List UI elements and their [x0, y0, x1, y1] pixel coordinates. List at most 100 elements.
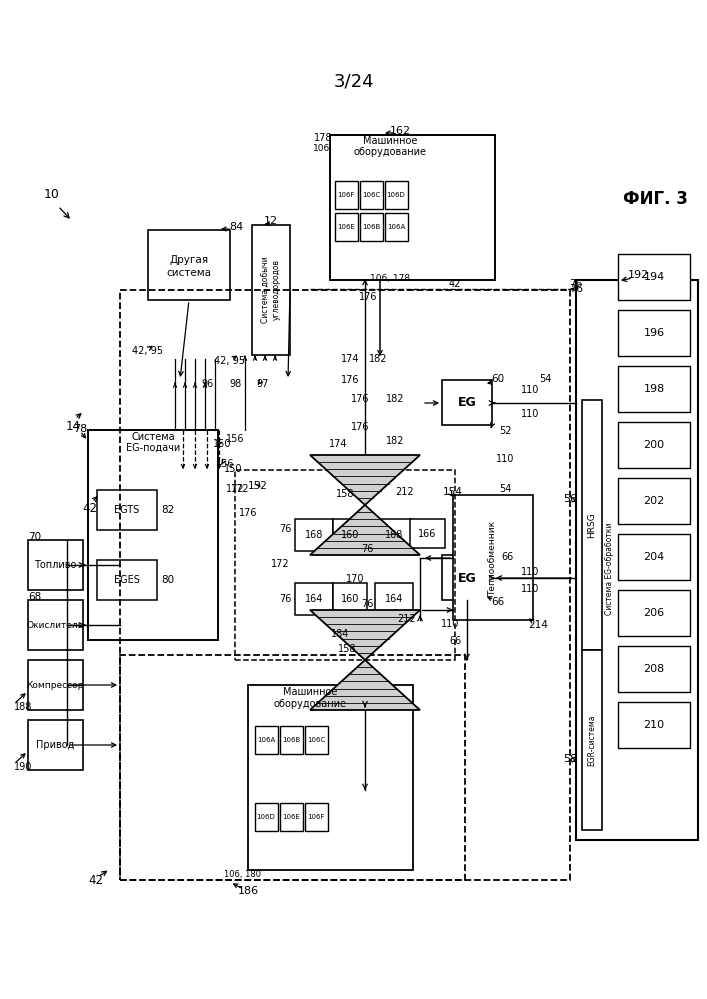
- Text: 106F: 106F: [337, 192, 355, 198]
- Text: EG-подачи: EG-подачи: [126, 443, 180, 453]
- Text: 10: 10: [44, 189, 60, 202]
- Bar: [618, 646, 690, 692]
- Text: 3/24: 3/24: [334, 72, 374, 90]
- Bar: [618, 702, 690, 748]
- Text: 58: 58: [563, 754, 577, 764]
- Text: 70: 70: [28, 532, 41, 542]
- Bar: [280, 726, 303, 754]
- Text: 76: 76: [569, 279, 583, 289]
- Text: 106C: 106C: [362, 192, 380, 198]
- Text: EGR-система: EGR-система: [588, 714, 597, 766]
- Text: 202: 202: [643, 496, 665, 506]
- Bar: [333, 519, 367, 551]
- Bar: [235, 470, 455, 660]
- Bar: [28, 720, 83, 770]
- Bar: [360, 181, 383, 209]
- Text: Машинное: Машинное: [363, 136, 417, 146]
- Text: 204: 204: [643, 552, 665, 562]
- Text: 110: 110: [521, 567, 539, 577]
- Text: 80: 80: [161, 575, 175, 585]
- Text: 176: 176: [351, 422, 369, 432]
- Text: 52: 52: [498, 426, 511, 436]
- Text: 106E: 106E: [282, 814, 300, 820]
- Text: 106, 178: 106, 178: [370, 275, 410, 284]
- Text: 212: 212: [396, 487, 414, 497]
- Text: EGTS: EGTS: [115, 505, 139, 515]
- Text: 194: 194: [643, 272, 665, 282]
- Text: 176: 176: [358, 292, 378, 302]
- Bar: [333, 583, 367, 615]
- Text: 106A: 106A: [387, 224, 405, 230]
- Bar: [576, 280, 698, 840]
- Bar: [330, 135, 495, 280]
- Bar: [88, 430, 218, 640]
- Bar: [255, 803, 278, 831]
- Text: 158: 158: [338, 644, 356, 654]
- Text: 160: 160: [341, 594, 359, 604]
- Text: 76: 76: [361, 544, 373, 554]
- Bar: [28, 540, 83, 590]
- Text: 158: 158: [336, 489, 354, 499]
- Bar: [618, 534, 690, 580]
- Text: 172: 172: [271, 559, 289, 569]
- Text: 98: 98: [229, 379, 241, 389]
- Text: EGES: EGES: [114, 575, 140, 585]
- Polygon shape: [310, 455, 420, 505]
- Text: 110: 110: [521, 385, 539, 395]
- Text: 178: 178: [314, 133, 332, 143]
- Text: 56: 56: [563, 494, 577, 504]
- Text: 164: 164: [385, 594, 403, 604]
- Bar: [618, 254, 690, 300]
- Text: 188: 188: [14, 702, 33, 712]
- Bar: [335, 181, 358, 209]
- Bar: [252, 225, 290, 355]
- Text: Система EG-обработки: Система EG-обработки: [605, 522, 614, 615]
- Text: EG: EG: [457, 571, 477, 584]
- Text: 176: 176: [341, 375, 359, 385]
- Text: 106F: 106F: [308, 814, 325, 820]
- Text: Машинное: Машинное: [283, 687, 337, 697]
- Text: 168: 168: [305, 530, 323, 540]
- Text: 192: 192: [627, 270, 648, 280]
- Text: 14: 14: [66, 421, 81, 434]
- Text: 150: 150: [213, 439, 231, 449]
- Polygon shape: [310, 505, 420, 555]
- Text: 96: 96: [201, 379, 213, 389]
- Text: Компрессор: Компрессор: [26, 680, 83, 689]
- Text: 110: 110: [521, 409, 539, 419]
- Bar: [335, 213, 358, 241]
- Bar: [280, 803, 303, 831]
- Text: 212: 212: [397, 614, 416, 624]
- Text: 66: 66: [449, 636, 461, 646]
- Bar: [453, 495, 533, 620]
- Text: 78: 78: [73, 424, 87, 434]
- Bar: [295, 519, 333, 551]
- Bar: [385, 213, 408, 241]
- Text: 54: 54: [499, 484, 511, 494]
- Text: EG: EG: [457, 397, 477, 410]
- Text: 106D: 106D: [387, 192, 405, 198]
- Text: 152: 152: [248, 481, 268, 491]
- Text: 170: 170: [346, 574, 364, 584]
- Text: 84: 84: [229, 222, 243, 232]
- Bar: [305, 726, 328, 754]
- Bar: [120, 655, 465, 880]
- Text: система: система: [167, 268, 211, 278]
- Polygon shape: [310, 610, 420, 660]
- Text: 182: 182: [386, 394, 404, 404]
- Text: 66: 66: [502, 552, 514, 562]
- Text: 68: 68: [28, 592, 41, 602]
- Bar: [28, 600, 83, 650]
- Text: Топливо: Топливо: [34, 560, 76, 570]
- Bar: [305, 803, 328, 831]
- Polygon shape: [310, 660, 420, 710]
- Bar: [295, 583, 333, 615]
- Text: 172: 172: [230, 484, 250, 494]
- Text: 186: 186: [238, 886, 259, 896]
- Text: 156: 156: [226, 434, 244, 444]
- Text: 106D: 106D: [257, 814, 275, 820]
- Text: HRSG: HRSG: [588, 512, 597, 537]
- Text: 150: 150: [223, 464, 243, 474]
- Bar: [360, 213, 383, 241]
- Text: 42: 42: [88, 873, 103, 886]
